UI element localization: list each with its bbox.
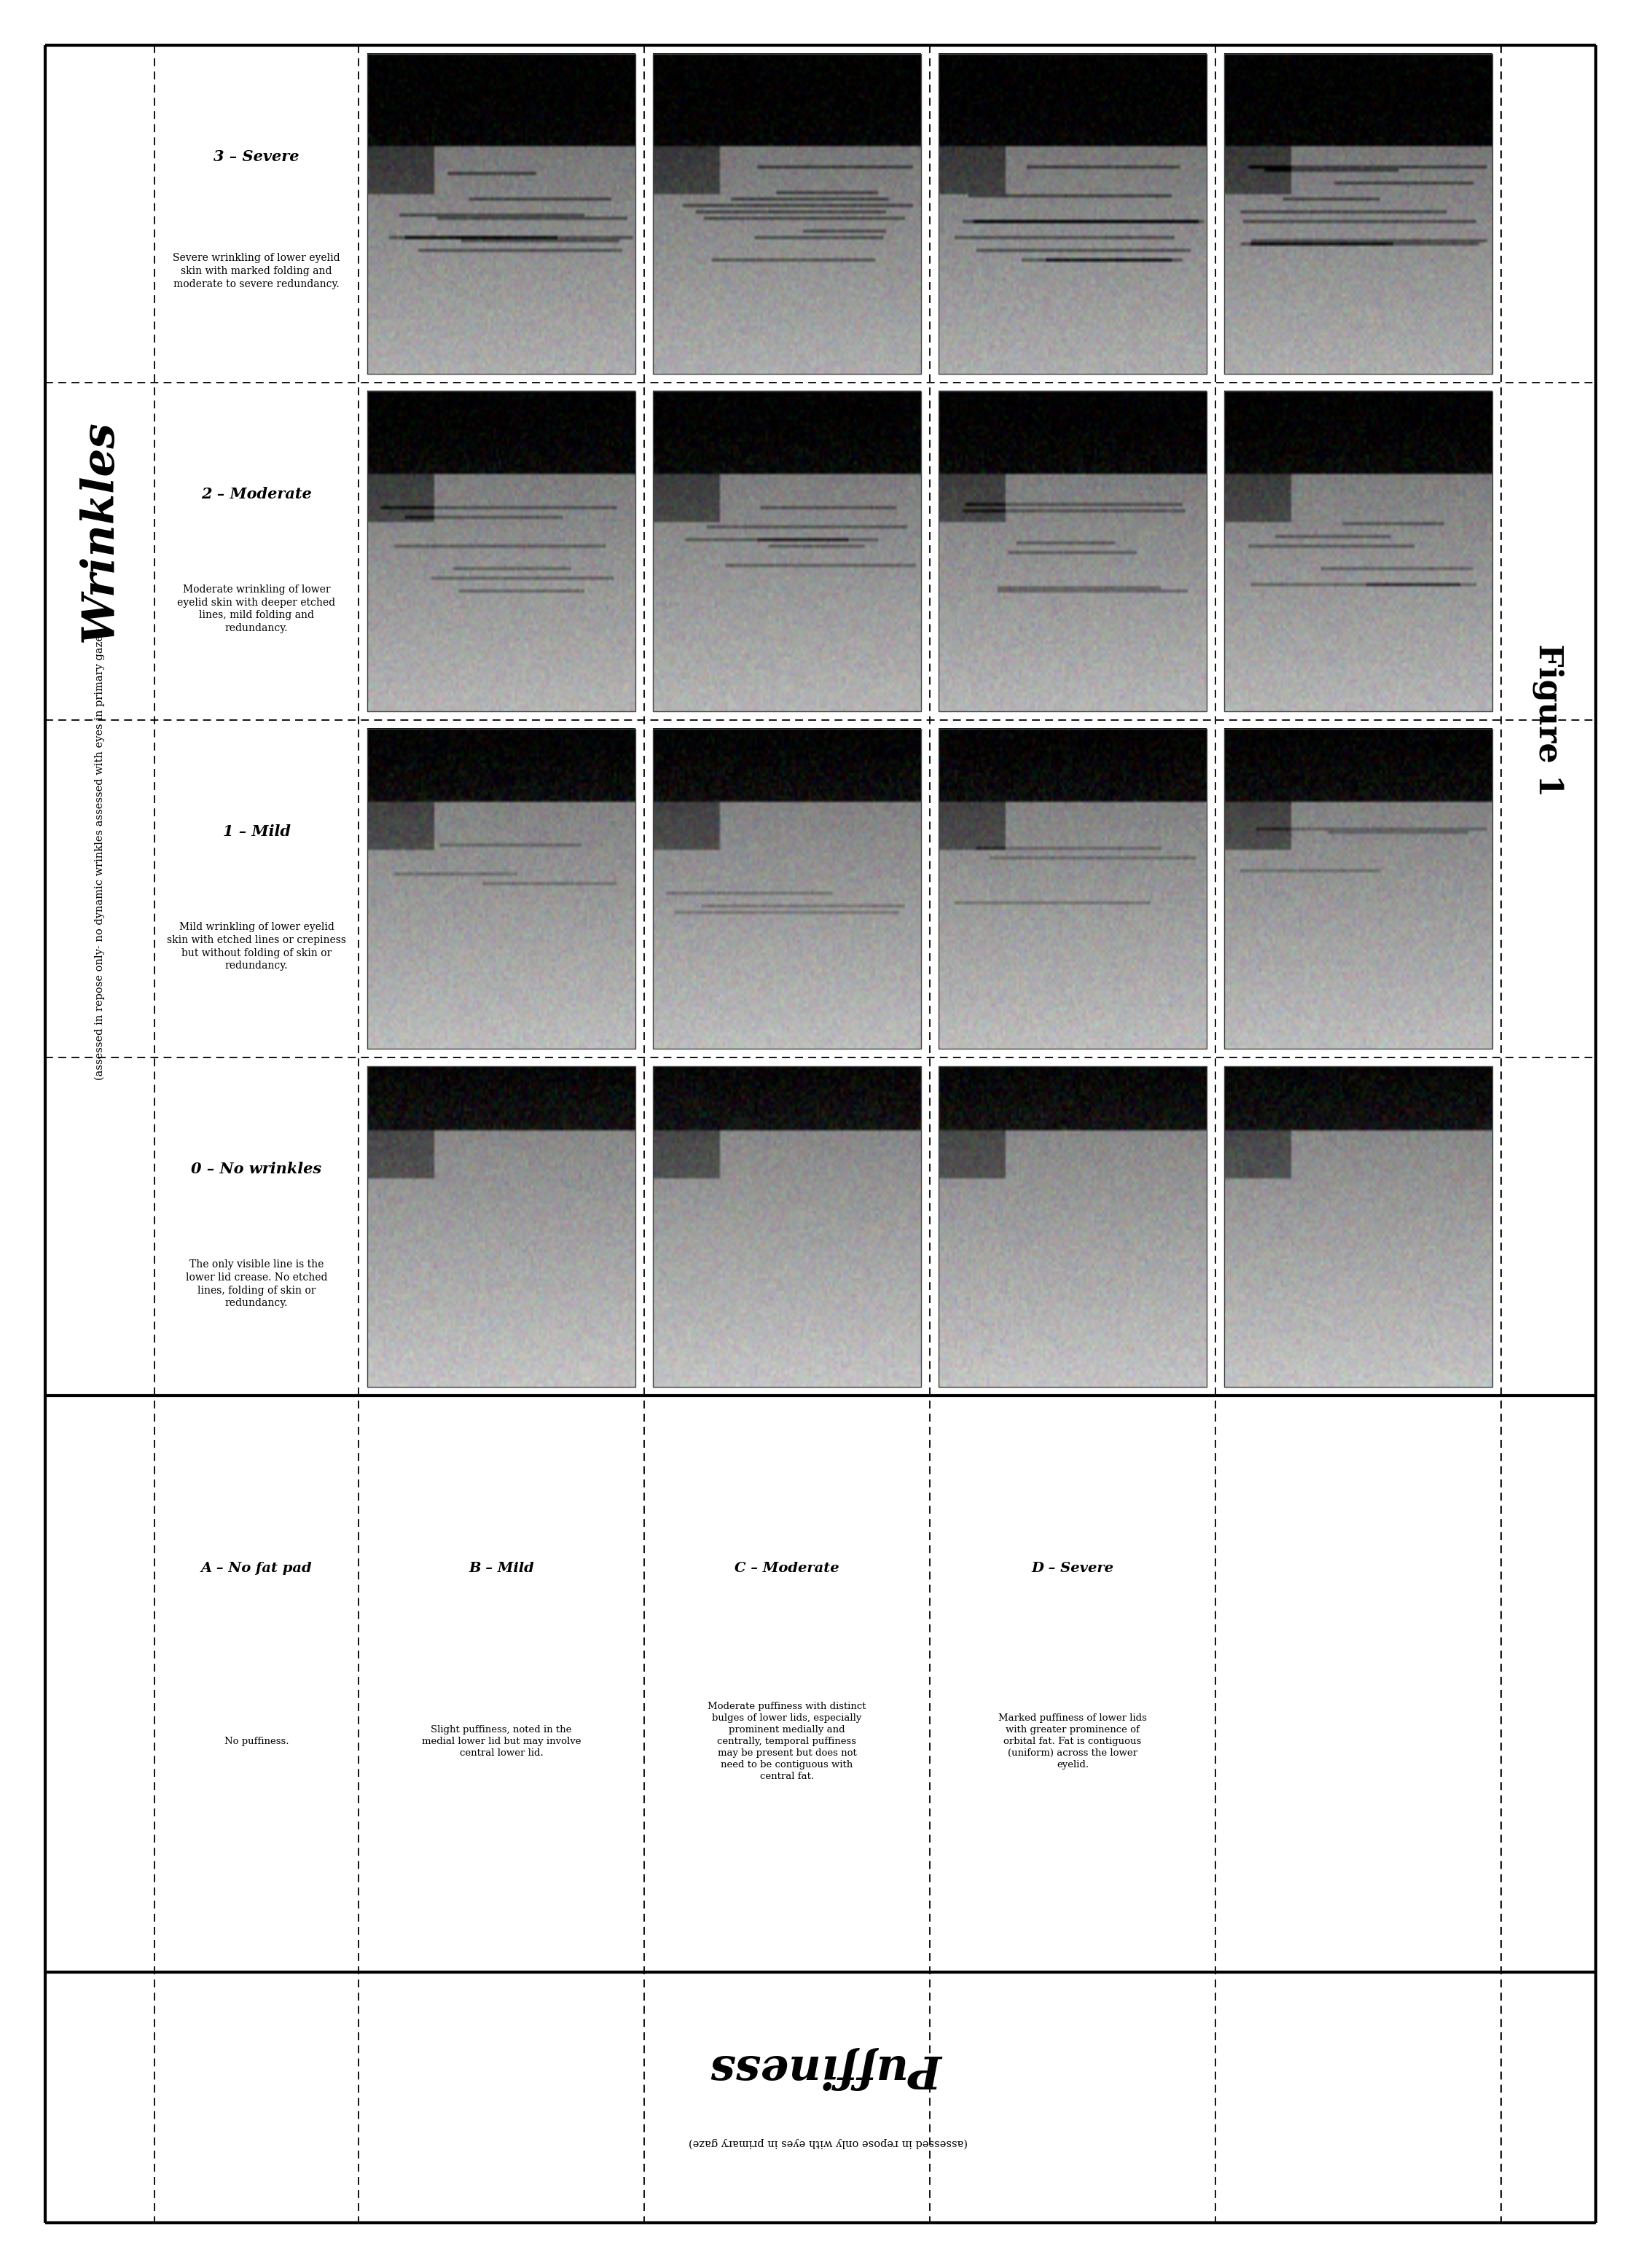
Text: Moderate puffiness with distinct
bulges of lower lids, especially
prominent medi: Moderate puffiness with distinct bulges … bbox=[707, 1701, 866, 1780]
Text: The only visible line is the
lower lid crease. No etched
lines, folding of skin : The only visible line is the lower lid c… bbox=[185, 1259, 327, 1309]
Bar bbox=[368, 392, 635, 712]
Bar bbox=[653, 1066, 921, 1386]
Bar bbox=[1224, 54, 1492, 374]
Text: Figure 1: Figure 1 bbox=[1533, 644, 1564, 796]
Text: B – Mild: B – Mild bbox=[469, 1563, 533, 1574]
Bar bbox=[368, 54, 635, 374]
Text: 0 – No wrinkles: 0 – No wrinkles bbox=[192, 1161, 322, 1177]
Text: Mild wrinkling of lower eyelid
skin with etched lines or crepiness
but without f: Mild wrinkling of lower eyelid skin with… bbox=[167, 921, 346, 971]
Text: A – No fat pad: A – No fat pad bbox=[200, 1563, 312, 1574]
Text: Slight puffiness, noted in the
medial lower lid but may involve
central lower li: Slight puffiness, noted in the medial lo… bbox=[422, 1726, 581, 1758]
Bar bbox=[653, 392, 921, 712]
Text: C – Moderate: C – Moderate bbox=[735, 1563, 839, 1574]
Text: 3 – Severe: 3 – Severe bbox=[213, 150, 299, 163]
Text: No puffiness.: No puffiness. bbox=[225, 1737, 289, 1746]
Bar bbox=[939, 728, 1206, 1050]
Bar bbox=[1224, 392, 1492, 712]
Text: (assessed in repose only with eyes in primary gaze): (assessed in repose only with eyes in pr… bbox=[688, 2136, 967, 2148]
Bar bbox=[939, 1066, 1206, 1386]
Bar bbox=[939, 54, 1206, 374]
Bar bbox=[368, 728, 635, 1050]
Text: Severe wrinkling of lower eyelid
skin with marked folding and
moderate to severe: Severe wrinkling of lower eyelid skin wi… bbox=[172, 254, 340, 290]
Text: Marked puffiness of lower lids
with greater prominence of
orbital fat. Fat is co: Marked puffiness of lower lids with grea… bbox=[998, 1715, 1147, 1769]
Bar bbox=[1224, 728, 1492, 1050]
Bar bbox=[653, 54, 921, 374]
Text: 2 – Moderate: 2 – Moderate bbox=[202, 488, 312, 501]
Bar bbox=[939, 392, 1206, 712]
Text: Puffiness: Puffiness bbox=[712, 2046, 944, 2089]
Text: 1 – Mild: 1 – Mild bbox=[223, 823, 290, 839]
Bar bbox=[1224, 1066, 1492, 1386]
Bar bbox=[368, 1066, 635, 1386]
Bar bbox=[653, 728, 921, 1050]
Text: Wrinkles: Wrinkles bbox=[79, 420, 121, 642]
Text: (assessed in repose only- no dynamic wrinkles assessed with eyes in primary gaze: (assessed in repose only- no dynamic wri… bbox=[95, 631, 105, 1080]
Text: Moderate wrinkling of lower
eyelid skin with deeper etched
lines, mild folding a: Moderate wrinkling of lower eyelid skin … bbox=[177, 585, 336, 633]
Text: D – Severe: D – Severe bbox=[1032, 1563, 1114, 1574]
